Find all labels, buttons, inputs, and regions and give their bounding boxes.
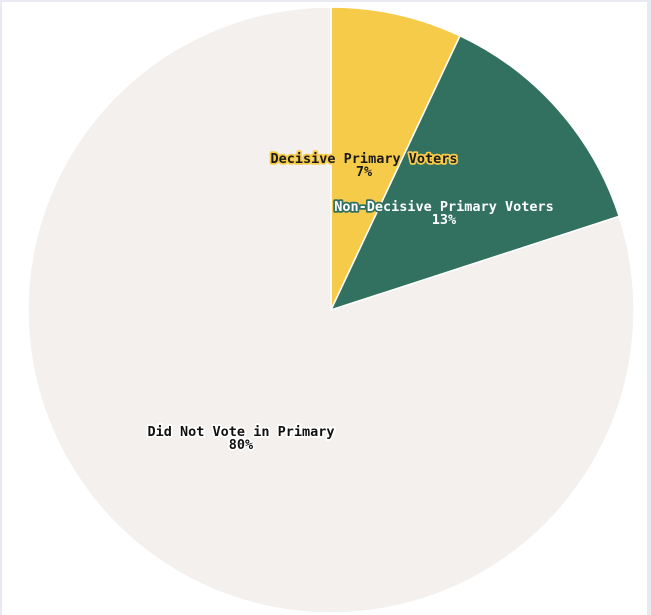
slice-value-did-not-vote-in-primary: 80% [229, 437, 254, 453]
slice-label-did-not-vote-in-primary: Did Not Vote in Primary [148, 424, 335, 440]
slice-label-non-decisive-primary-voters: Non-Decisive Primary Voters [334, 199, 553, 215]
frame-edge-top [0, 0, 651, 2]
pie-slice-decisive-primary-voters [330, 6, 462, 311]
pie-slice-non-decisive-primary-voters [329, 34, 621, 312]
slice-value-decisive-primary-voters: 7% [356, 164, 373, 180]
slice-value-non-decisive-primary-voters: 13% [432, 212, 457, 228]
frame-edge-left [0, 0, 2, 615]
pie-slices [27, 6, 635, 614]
slice-label-decisive-primary-voters: Decisive Primary Voters [271, 151, 458, 167]
frame-edge-right [647, 0, 651, 615]
pie-slice-did-not-vote-in-primary [27, 6, 635, 614]
